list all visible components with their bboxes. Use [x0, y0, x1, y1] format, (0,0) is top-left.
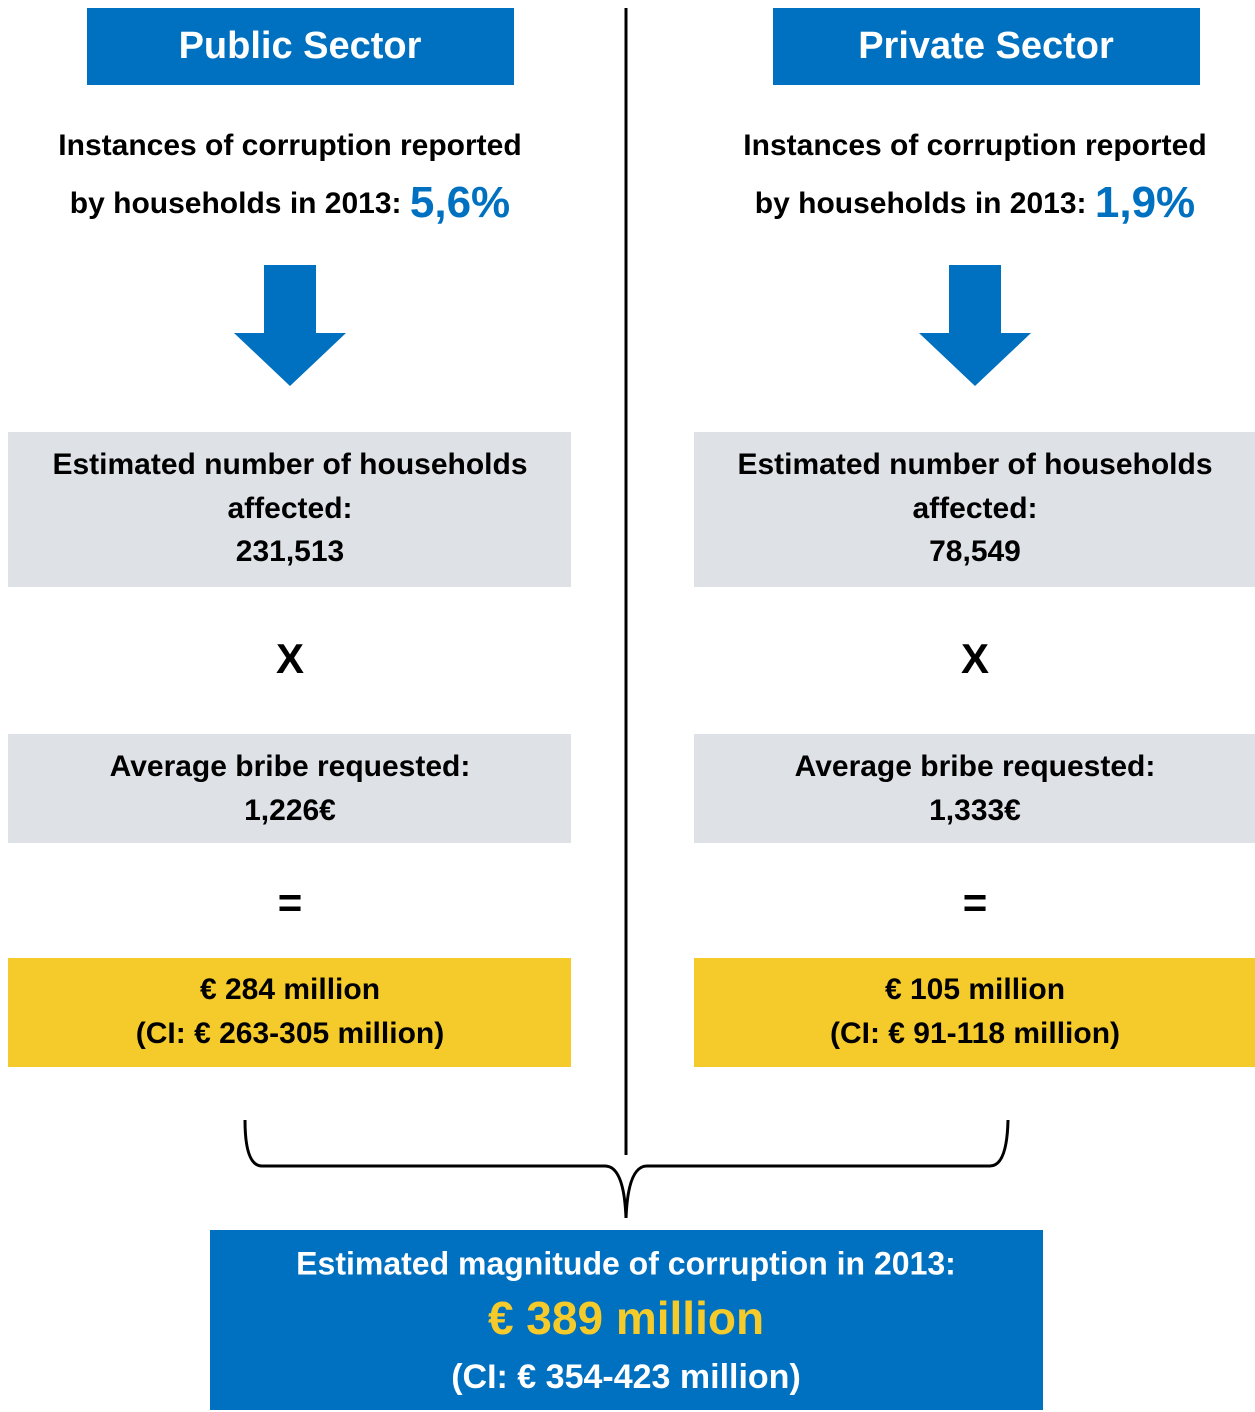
households-box	[8, 432, 571, 587]
operator: X	[276, 635, 304, 682]
bribe-label: Average bribe requested:	[795, 750, 1156, 783]
header-box	[87, 8, 514, 85]
header: Public Sector	[179, 25, 422, 67]
summary-label: Estimated magnitude of corruption in 201…	[296, 1245, 956, 1281]
total-ci: (CI: € 263-305 million)	[136, 1017, 444, 1050]
households-label: affected:	[912, 492, 1037, 525]
arrow	[919, 265, 1031, 386]
total-box	[694, 958, 1255, 1067]
instances-value: 5,6%	[410, 178, 510, 227]
instances-value: 1,9%	[1095, 178, 1195, 227]
instances-line: by households in 2013: 1,9%	[755, 178, 1195, 227]
total: € 105 million	[885, 973, 1065, 1006]
operator: X	[961, 635, 989, 682]
header-box	[773, 8, 1200, 85]
households-label: Estimated number of households	[52, 448, 527, 481]
total-ci: (CI: € 91-118 million)	[830, 1017, 1120, 1050]
total-box	[8, 958, 571, 1067]
instances-line: by households in 2013: 5,6%	[70, 178, 510, 227]
instances-line: Instances of corruption reported	[743, 129, 1206, 162]
header: Private Sector	[858, 25, 1114, 67]
households-box	[694, 432, 1255, 587]
households-label: Estimated number of households	[737, 448, 1212, 481]
households-label: affected:	[227, 492, 352, 525]
bribe-value: 1,333€	[929, 794, 1021, 827]
total: € 284 million	[200, 973, 380, 1006]
households-value: 231,513	[236, 535, 344, 568]
instances-line: Instances of corruption reported	[58, 129, 521, 162]
operator: =	[278, 879, 303, 926]
bribe-label: Average bribe requested:	[110, 750, 471, 783]
instances-text: by households in 2013:	[70, 187, 402, 220]
brace	[243, 1119, 1010, 1219]
instances-text: by households in 2013:	[755, 187, 1087, 220]
summary-ci: (CI: € 354-423 million)	[451, 1358, 801, 1396]
bribe-value: 1,226€	[244, 794, 336, 827]
summary-box	[210, 1230, 1043, 1410]
operator: =	[963, 879, 988, 926]
households-value: 78,549	[929, 535, 1021, 568]
arrow	[234, 265, 346, 386]
summary-value: € 389 million	[488, 1292, 764, 1344]
bribe-box	[694, 734, 1255, 843]
bribe-box	[8, 734, 571, 843]
